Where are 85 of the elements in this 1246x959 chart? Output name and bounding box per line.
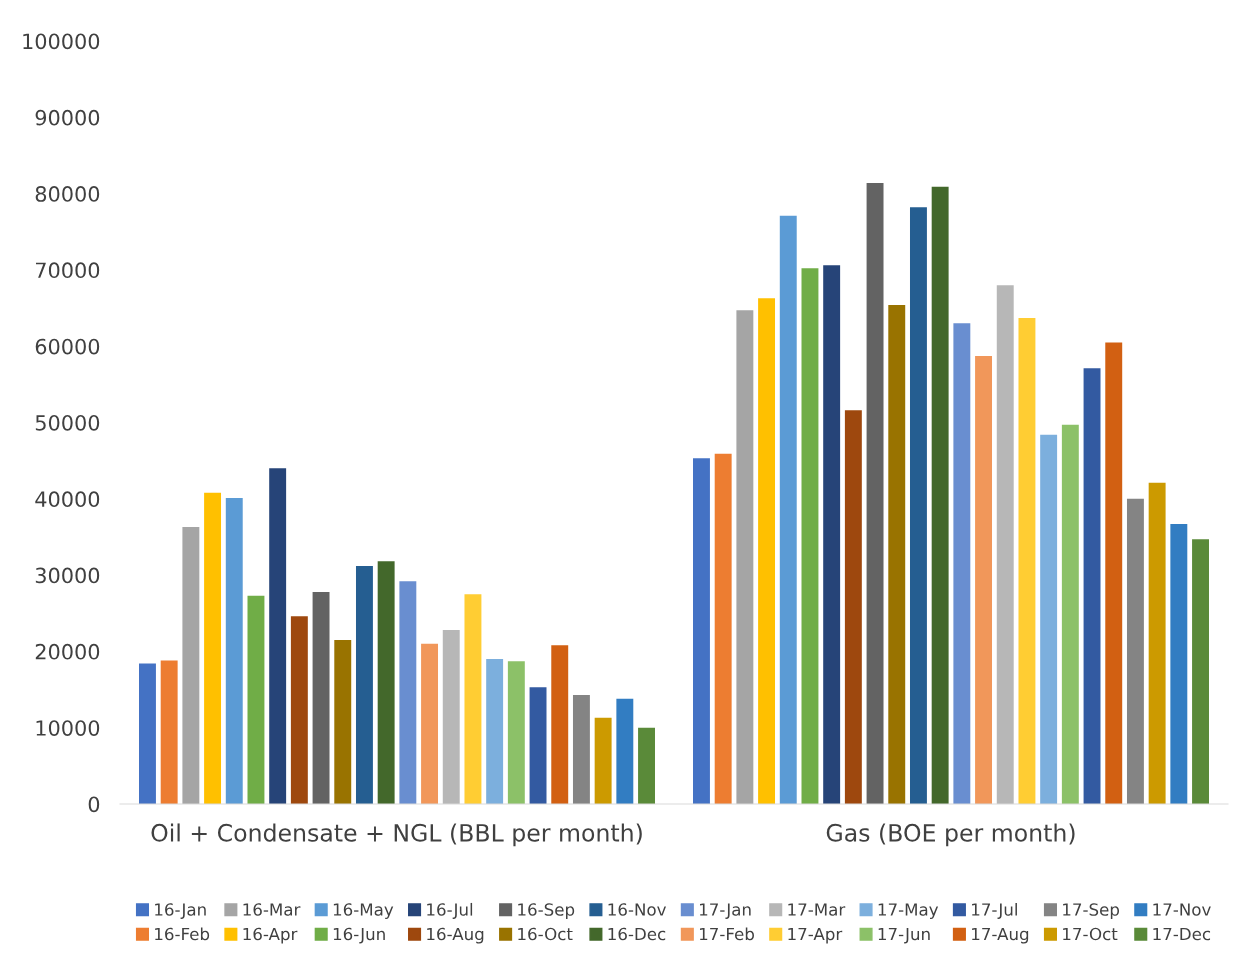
- bar: [779, 215, 797, 804]
- legend-label: 16-Jun: [333, 927, 385, 944]
- bar: [996, 285, 1014, 804]
- bar: [1105, 342, 1123, 804]
- legend-label: 17-Oct: [1063, 927, 1118, 941]
- bar: [139, 663, 156, 804]
- bar: [377, 561, 395, 804]
- y-tick-label: 90000: [35, 109, 100, 126]
- bar: [247, 595, 265, 804]
- legend-label: 17-Mar: [788, 903, 846, 916]
- legend-label: 17-Feb: [700, 927, 754, 941]
- bar: [866, 182, 884, 804]
- bar: [758, 298, 776, 804]
- bar: [616, 698, 634, 804]
- bar: [823, 265, 841, 804]
- bar: [334, 639, 352, 804]
- legend-label: 16-Nov: [608, 903, 666, 916]
- bar: [1192, 539, 1209, 804]
- bar: [1148, 482, 1166, 804]
- legend-label: 17-Jun: [878, 927, 930, 944]
- bar: [225, 498, 243, 804]
- bar: [975, 356, 993, 804]
- bar: [1083, 368, 1101, 804]
- legend-label: 16-Jul: [427, 902, 473, 919]
- bar: [421, 643, 439, 804]
- y-tick-label: 40000: [35, 491, 100, 508]
- y-tick-label: 0: [88, 796, 100, 813]
- bar: [953, 323, 971, 804]
- legend-label: 16-Mar: [243, 903, 301, 916]
- bar: [486, 659, 504, 804]
- bar: [594, 717, 612, 804]
- y-tick-label: 80000: [35, 186, 100, 202]
- bar: [888, 305, 906, 804]
- bar: [399, 581, 417, 804]
- bar: [507, 661, 525, 804]
- legend-label: 16-Sep: [518, 903, 575, 920]
- legend-label: 16-Aug: [427, 927, 484, 944]
- bar: [714, 453, 732, 804]
- legend-label: 17-Sep: [1063, 903, 1120, 920]
- legend-label: 17-Jul: [972, 902, 1017, 919]
- legend-label: 17-Jan: [700, 903, 751, 919]
- legend-label: 17-May: [878, 903, 939, 920]
- bar: [204, 492, 222, 804]
- bar: [160, 660, 178, 804]
- legend-label: 17-Nov: [1153, 903, 1211, 916]
- bar: [909, 207, 927, 804]
- bar: [182, 527, 200, 804]
- bar: [312, 591, 330, 804]
- legend-label: 16-Dec: [608, 927, 666, 941]
- legend-label: 16-Oct: [518, 927, 573, 941]
- bar: [638, 727, 655, 804]
- bar: [1126, 498, 1144, 804]
- bar: [844, 410, 862, 804]
- bar: [1170, 523, 1188, 804]
- bar: [1061, 424, 1079, 804]
- legend-label: 16-Jan: [155, 903, 206, 919]
- bar: [801, 268, 819, 804]
- bar: [290, 616, 308, 804]
- legend-label: 17-Dec: [1153, 927, 1211, 941]
- y-tick-label: 70000: [35, 262, 100, 279]
- y-tick-label: 60000: [35, 338, 100, 355]
- y-tick-label: 10000: [36, 720, 100, 736]
- legend-label: 16-Feb: [155, 927, 210, 941]
- x-tick-label: Oil + Condensate + NGL (BBL per month): [151, 823, 642, 847]
- y-tick-label: 50000: [35, 414, 100, 431]
- bar: [693, 458, 710, 804]
- bar: [736, 310, 754, 804]
- bar: [529, 687, 547, 804]
- y-tick-label: 100000: [23, 33, 100, 50]
- bar: [572, 694, 590, 804]
- x-tick-label: Gas (BOE per month): [826, 823, 1075, 847]
- legend-label: 16-Apr: [243, 927, 298, 944]
- legend-label: 17-Apr: [788, 927, 843, 944]
- bar: [355, 565, 373, 804]
- bar: [551, 645, 569, 804]
- legend-label: 17-Aug: [972, 927, 1029, 944]
- bar: [1040, 434, 1058, 804]
- bar: [464, 594, 482, 804]
- y-tick-label: 30000: [35, 567, 100, 584]
- bar: [269, 468, 287, 804]
- legend-label: 16-May: [333, 903, 394, 920]
- y-tick-label: 20000: [35, 643, 100, 660]
- bar: [1018, 317, 1036, 804]
- bar: [442, 630, 460, 804]
- bar: [931, 186, 949, 804]
